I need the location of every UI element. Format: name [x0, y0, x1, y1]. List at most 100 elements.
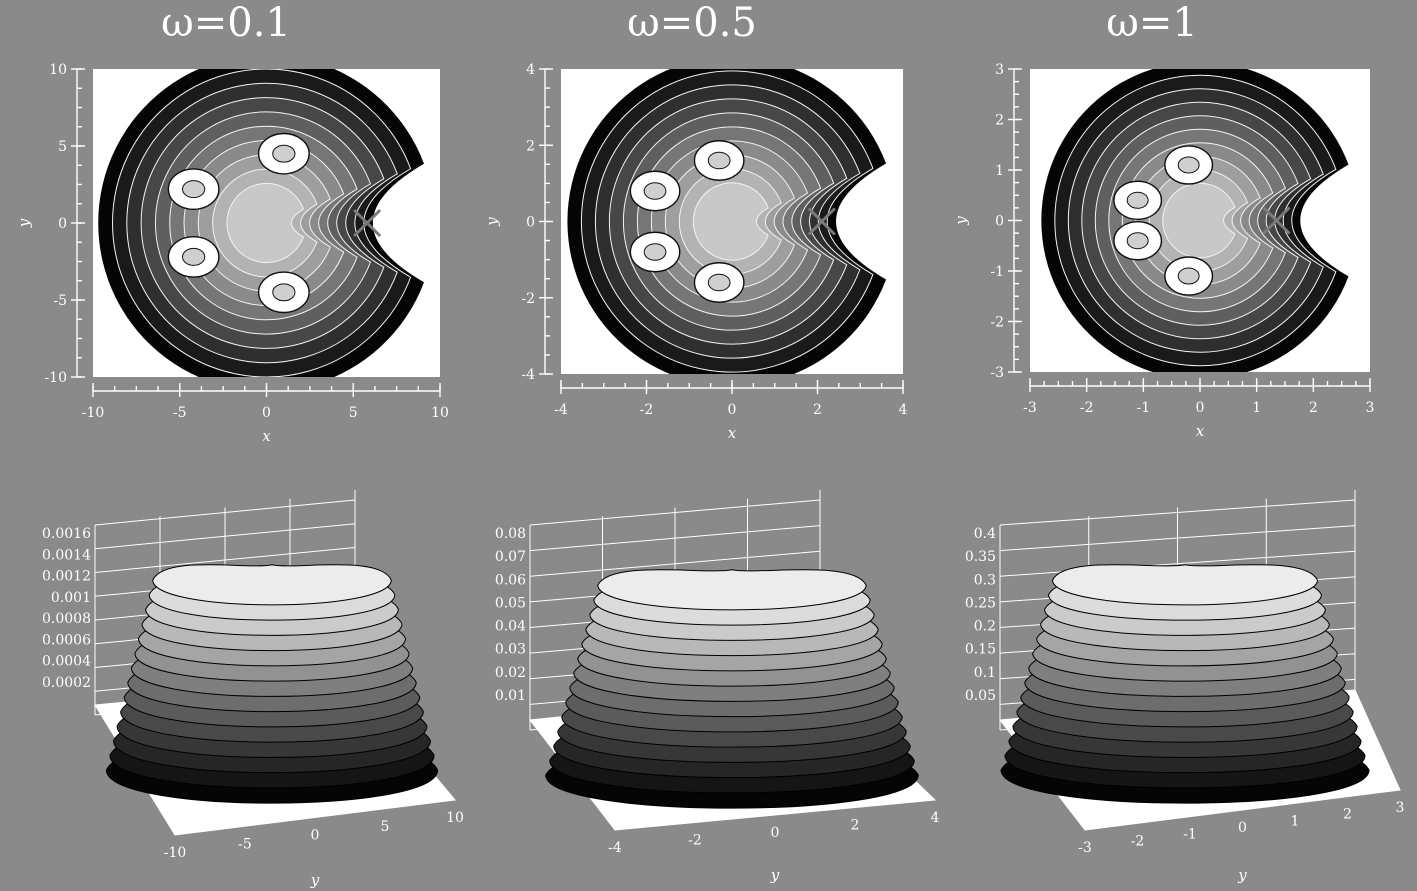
contour-panel-2: 4 2 0 -2 -4 -4 -2 0 2 4 x y: [483, 62, 908, 442]
y-tick-label: -10: [44, 370, 67, 386]
y-tick-label: 0: [58, 216, 67, 232]
y-tick-label: 4: [526, 62, 535, 78]
panel-title-2: ω=0.5: [627, 0, 757, 46]
z-tick-label: 0.0004: [42, 654, 91, 670]
x-tick-label: 2: [813, 402, 822, 418]
x-tick-label: -2: [1080, 400, 1094, 416]
x-tick-label: 0: [728, 402, 737, 418]
z-tick-label: 0.4: [974, 526, 996, 542]
y-tick-label: -10: [164, 845, 187, 861]
y-tick-label: -2: [521, 291, 535, 307]
y-axis-label: y: [1237, 866, 1247, 884]
y-tick-label: 1: [995, 163, 1004, 179]
y-tick-label: -5: [53, 293, 67, 309]
y-tick-label: 0: [311, 828, 320, 844]
z-tick-label: 0.04: [495, 619, 526, 635]
z-tick-label: 0.0016: [42, 526, 91, 542]
y-tick-label: 3: [995, 62, 1004, 78]
z-tick-label: 0.0008: [42, 611, 91, 627]
x-tick-label: 2: [1309, 400, 1318, 416]
x-axis-label: x: [1196, 422, 1205, 440]
y-axis-label: y: [770, 866, 780, 884]
y-tick-label: 3: [1396, 800, 1405, 816]
x-tick-label: -10: [82, 405, 105, 421]
z-tick-label: 0.02: [495, 665, 526, 681]
z-tick-label: 0.0014: [42, 547, 91, 563]
y-tick-label: 5: [381, 819, 390, 835]
z-tick-label: 0.05: [965, 688, 996, 704]
z-tick-label: 0.0012: [42, 569, 91, 585]
z-tick-label: 0.25: [965, 595, 996, 611]
x-tick-label: 0: [1196, 400, 1205, 416]
surface-band: [1052, 564, 1318, 606]
x-tick-label: 0: [262, 405, 271, 421]
peak-core: [1126, 232, 1149, 250]
panel-title-3: ω=1: [1106, 0, 1198, 46]
z-tick-label: 0.03: [495, 642, 526, 658]
peak-core: [1177, 156, 1200, 174]
y-axis-label: y: [483, 217, 501, 227]
contour-band: [692, 182, 769, 261]
z-tick-label: 0.01: [495, 688, 526, 704]
panel-title-1: ω=0.1: [161, 0, 291, 46]
y-axis-label: y: [952, 216, 970, 226]
z-tick-label: 0.07: [495, 549, 526, 565]
y-tick-label: 0: [1238, 820, 1247, 836]
peak-core: [643, 243, 667, 261]
x-tick-label: -3: [1023, 400, 1037, 416]
contour-band: [1162, 182, 1236, 259]
z-tick-label: 0.0002: [42, 675, 91, 691]
y-tick-label: 10: [49, 62, 67, 78]
y-tick-label: 2: [851, 818, 860, 834]
contour-panel-1: 10 5 0 -5 -10 -10 -5 0 5 10 x y: [15, 62, 449, 445]
surface-panel-2: 0.08 0.07 0.06 0.05 0.04 0.03 0.02 0.01 -4 -2 0 2 4 y: [495, 490, 940, 884]
surface-band: [152, 564, 392, 606]
y-tick-label: 2: [1343, 807, 1352, 823]
z-tick-label: 0.001: [51, 590, 91, 606]
y-tick-label: -3: [1078, 840, 1092, 856]
x-tick-label: -2: [640, 402, 654, 418]
z-tick-label: 0.08: [495, 526, 526, 542]
y-tick-label: 5: [58, 139, 67, 155]
y-tick-label: 1: [1291, 813, 1300, 829]
z-tick-label: 0.0006: [42, 632, 91, 648]
x-tick-label: -1: [1137, 400, 1151, 416]
y-tick-label: -2: [1131, 833, 1145, 849]
contour-field: [567, 69, 887, 374]
z-tick-label: 0.06: [495, 572, 526, 588]
peak-core: [182, 247, 206, 266]
cross-marker: [353, 208, 382, 238]
surface-band: [597, 569, 867, 611]
y-tick-label: -1: [990, 264, 1004, 280]
contour-panel-3: 3 2 1 0 -1 -2 -3 -3 -2 -1 0 1 2 3 x y: [952, 62, 1374, 440]
y-tick-label: 4: [931, 810, 940, 826]
x-tick-label: 10: [431, 405, 449, 421]
y-tick-label: 10: [446, 810, 464, 826]
contour-field: [98, 69, 425, 377]
z-tick-label: 0.35: [965, 549, 996, 565]
y-tick-label: -5: [238, 836, 252, 852]
peak-core: [707, 151, 731, 170]
x-axis-label: x: [262, 427, 271, 445]
contour-band: [226, 182, 305, 264]
z-tick-label: 0.15: [965, 642, 996, 658]
contour-field: [1041, 69, 1349, 372]
y-axis-label: y: [15, 218, 33, 228]
x-tick-label: 4: [899, 402, 908, 418]
x-tick-label: -5: [173, 405, 187, 421]
y-tick-label: -3: [990, 365, 1004, 381]
y-tick-label: 2: [995, 113, 1004, 129]
peak-core: [1126, 191, 1149, 209]
y-tick-label: -1: [1183, 827, 1197, 843]
x-axis-label: x: [728, 424, 737, 442]
z-tick-label: 0.05: [495, 595, 526, 611]
x-tick-label: -4: [554, 402, 568, 418]
peak-core: [1177, 267, 1200, 285]
y-tick-label: -2: [688, 833, 702, 849]
x-tick-label: 5: [349, 405, 358, 421]
z-tick-label: 0.2: [974, 619, 996, 635]
y-tick-label: -2: [990, 315, 1004, 331]
peak-core: [182, 180, 206, 199]
z-tick-label: 0.3: [974, 572, 996, 588]
